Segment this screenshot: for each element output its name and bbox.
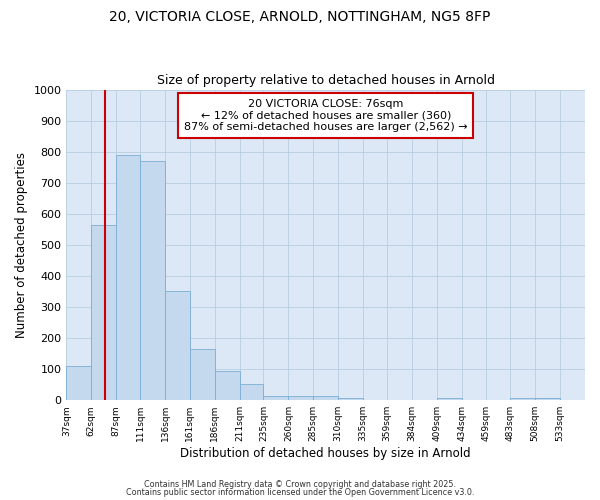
Bar xyxy=(289,396,313,400)
X-axis label: Distribution of detached houses by size in Arnold: Distribution of detached houses by size … xyxy=(181,447,471,460)
Title: Size of property relative to detached houses in Arnold: Size of property relative to detached ho… xyxy=(157,74,495,87)
Bar xyxy=(511,398,535,400)
Bar xyxy=(437,398,461,400)
Text: 20, VICTORIA CLOSE, ARNOLD, NOTTINGHAM, NG5 8FP: 20, VICTORIA CLOSE, ARNOLD, NOTTINGHAM, … xyxy=(109,10,491,24)
Text: 20 VICTORIA CLOSE: 76sqm
← 12% of detached houses are smaller (360)
87% of semi-: 20 VICTORIA CLOSE: 76sqm ← 12% of detach… xyxy=(184,99,467,132)
Bar xyxy=(67,366,91,400)
Bar xyxy=(165,292,190,400)
Bar xyxy=(263,396,289,400)
Text: Contains public sector information licensed under the Open Government Licence v3: Contains public sector information licen… xyxy=(126,488,474,497)
Bar xyxy=(239,384,263,400)
Bar xyxy=(313,396,338,400)
Text: Contains HM Land Registry data © Crown copyright and database right 2025.: Contains HM Land Registry data © Crown c… xyxy=(144,480,456,489)
Bar xyxy=(91,224,116,400)
Y-axis label: Number of detached properties: Number of detached properties xyxy=(15,152,28,338)
Bar xyxy=(116,155,140,400)
Bar xyxy=(215,370,239,400)
Bar xyxy=(535,398,560,400)
Bar xyxy=(190,349,215,400)
Bar xyxy=(535,398,560,400)
Bar xyxy=(338,398,363,400)
Bar xyxy=(140,161,165,400)
